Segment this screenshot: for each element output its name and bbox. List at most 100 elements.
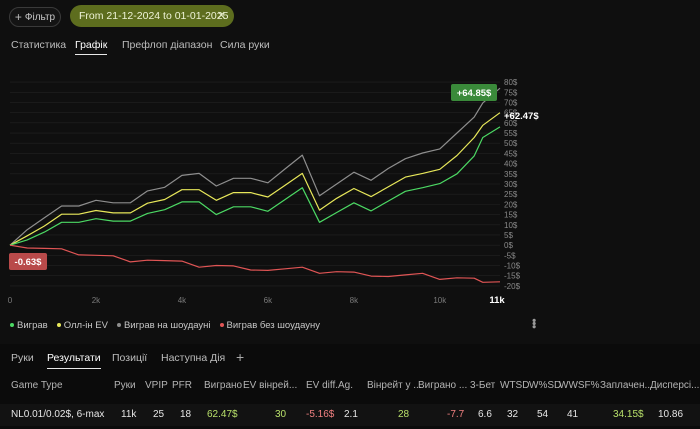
tab-positions[interactable]: Позиції [112,352,148,364]
legend-dot-icon [219,323,224,327]
tab-graph[interactable]: Графік [75,39,108,55]
series-line-0 [9,126,501,246]
profit-chart: 80$75$70$ 65$60$55$50$45$ 40$35$30$25$20$ 1… [8,78,540,306]
cell-game-type: NL0.01/0.02$, 6-max [11,409,105,420]
col-wwsf[interactable]: WWSF% [559,380,600,391]
legend-dot-icon [56,323,61,327]
legend-item-won-showdown[interactable]: Виграв на шоудауні [116,319,211,331]
end-labels: +64.85$ +62.47$ -0.63$ [9,84,539,270]
main-tabs: Статистика Графік Префлоп діапазон Сила … [0,36,700,56]
table-row[interactable] [0,404,700,426]
col-3bet[interactable]: 3-Бет [470,380,496,391]
legend-dot-icon [116,323,121,327]
legend-label: Виграв на шоудауні [123,319,211,331]
col-vpip[interactable]: VPIP [145,380,168,391]
more-options-icon[interactable]: ••• [526,318,541,328]
cell-wtsd: 32 [507,409,519,420]
legend-dot-icon [10,323,14,327]
cell-won: 62.47$ [207,409,238,420]
x-tick-label: 4k [178,296,187,305]
tab-results[interactable]: Результати [47,352,101,369]
col-ag[interactable]: Ag. [338,380,354,391]
label-allin-ev-end: +64.85$ [451,84,497,101]
y-tick-label: 15$ [504,211,518,220]
tab-hands[interactable]: Руки [11,352,34,364]
series-line-2 [9,87,501,246]
col-pfr[interactable]: PFR [172,380,192,391]
series-line-1 [9,112,501,246]
col-won[interactable]: Виграно [204,380,243,391]
cell-ag: 2.1 [344,409,358,420]
chart-lines [9,87,501,283]
x-tick-label: 8k [350,296,359,305]
x-tick-label: 6k [264,296,273,305]
y-tick-label: 45$ [504,149,518,158]
cell-variance: 10.86 [658,409,684,420]
col-ev-winrate[interactable]: EV вінрей... [243,380,298,391]
series-line-3 [9,244,501,283]
y-tick-label: 60$ [504,119,518,128]
y-tick-label: 80$ [504,78,518,87]
cell-ev-winrate: 30 [275,409,287,420]
legend-label: Виграв [17,319,48,331]
cell-won-2: -7.7 [447,409,465,420]
chart-legend: Виграв Олл-ін EV Виграв на шоудауні Вигр… [10,319,320,331]
legend-label: Виграв без шоудауну [226,319,320,331]
y-tick-label: 35$ [504,170,518,179]
date-range-label: From 21-12-2024 to 01-01-2025 [79,10,229,22]
date-range-chip[interactable]: From 21-12-2024 to 01-01-2025 ✕ [70,5,234,27]
cell-pfr: 18 [180,409,192,420]
x-tick-label: 0 [8,296,13,305]
cell-hands: 11k [121,409,137,420]
y-tick-label: 0$ [504,241,513,250]
legend-item-won[interactable]: Виграв [10,319,48,331]
col-wsd[interactable]: W%SD [529,380,562,391]
cell-vpip: 25 [153,409,165,420]
filter-button[interactable]: + Фільтр [9,7,61,27]
top-toolbar: + Фільтр From 21-12-2024 to 01-01-2025 ✕ [0,0,700,34]
cell-winrate: 28 [398,409,410,420]
y-tick-label: 75$ [504,88,518,97]
tab-next-action[interactable]: Наступна Дія [161,352,226,364]
y-axis: 80$75$70$ 65$60$55$50$45$ 40$35$30$25$20$ 1… [504,78,521,291]
y-tick-label: 10$ [504,221,518,230]
cell-wwsf: 41 [567,409,579,420]
col-game-type[interactable]: Game Type [11,380,63,391]
y-tick-label: -5$ [504,251,516,260]
y-tick-label: 55$ [504,129,518,138]
legend-item-won-no-showdown[interactable]: Виграв без шоудауну [219,319,320,331]
y-tick-label: 65$ [504,109,518,118]
col-paid[interactable]: Заплачен... [600,380,653,391]
svg-text:-0.63$: -0.63$ [15,257,43,268]
legend-label: Олл-ін EV [63,319,108,331]
col-hands[interactable]: Руки [114,380,136,391]
col-variance[interactable]: Дисперсі... [650,380,700,391]
col-winrate[interactable]: Вінрейт у ... [367,380,422,391]
x-axis: 0 2k 4k 6k 8k 10k 11k [8,295,506,306]
filter-label: Фільтр [24,11,56,23]
cell-paid: 34.15$ [613,409,644,420]
legend-item-allin-ev[interactable]: Олл-ін EV [56,319,108,331]
x-tick-label: 2k [92,296,101,305]
tab-statistics[interactable]: Статистика [11,39,67,51]
svg-text:+64.85$: +64.85$ [457,88,492,99]
y-tick-label: 5$ [504,231,513,240]
y-tick-label: 20$ [504,200,518,209]
label-no-showdown-start: -0.63$ [9,253,47,270]
col-ev-diff[interactable]: EV diff. [306,380,339,391]
add-tab-icon[interactable]: + [236,349,245,365]
y-tick-label: -15$ [504,272,521,281]
cell-wsd: 54 [537,409,549,420]
y-tick-label: 70$ [504,98,518,107]
label-won-end: +62.47$ [504,111,539,122]
cell-3bet: 6.6 [478,409,492,420]
bottom-panel: Руки Результати Позиції Наступна Дія + G… [0,344,700,429]
close-icon[interactable]: ✕ [216,10,226,22]
x-tick-label: 11k [489,295,505,306]
y-tick-label: 40$ [504,160,518,169]
tab-hand-strength[interactable]: Сила руки [220,39,270,51]
col-won-2[interactable]: Виграно ... [418,380,468,391]
col-wtsd[interactable]: WTSD [500,380,530,391]
tab-preflop-range[interactable]: Префлоп діапазон [122,39,213,51]
x-tick-label: 10k [433,296,447,305]
